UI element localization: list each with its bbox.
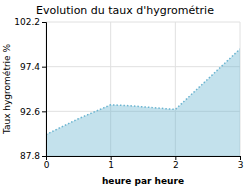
tick-mark (42, 111, 46, 112)
tick-mark (42, 156, 46, 157)
x-axis: 0 1 2 3 (44, 156, 244, 170)
tick: 0 (44, 156, 50, 170)
tick-label: 1 (108, 160, 114, 170)
tick-label: 102.2 (14, 17, 40, 27)
tick-label: 3 (238, 160, 244, 170)
plot-area (46, 49, 240, 156)
y-axis: 87.8 92.6 97.4 102.2 (14, 17, 46, 161)
tick: 3 (238, 156, 244, 170)
x-axis-title: heure par heure (102, 176, 184, 186)
axis-line (42, 23, 47, 157)
tick: 92.6 (20, 107, 46, 117)
tick-label: 97.4 (20, 62, 40, 72)
tick-label: 87.8 (20, 151, 40, 161)
tick-mark (42, 67, 46, 68)
grid (46, 22, 240, 156)
line (46, 49, 240, 135)
tick-label: 2 (173, 160, 179, 170)
tick: 102.2 (14, 17, 46, 27)
grid-line (46, 66, 240, 67)
tick: 97.4 (20, 62, 46, 72)
tick-label: 92.6 (20, 107, 40, 117)
y-axis-title: Taux hygrométrie % (2, 43, 12, 135)
tick: 1 (108, 156, 114, 170)
tick-label: 0 (44, 160, 50, 170)
grid-line (46, 22, 240, 23)
axis-line (47, 157, 241, 161)
tick-mark (42, 22, 46, 23)
title: Evolution du taux d'hygrométrie (36, 4, 214, 17)
chart: 0 1 2 3 87.8 92.6 97.4 102.2Evolution du taux d… (0, 0, 250, 188)
tick: 87.8 (20, 151, 46, 161)
area (46, 49, 240, 156)
tick: 2 (173, 156, 179, 170)
